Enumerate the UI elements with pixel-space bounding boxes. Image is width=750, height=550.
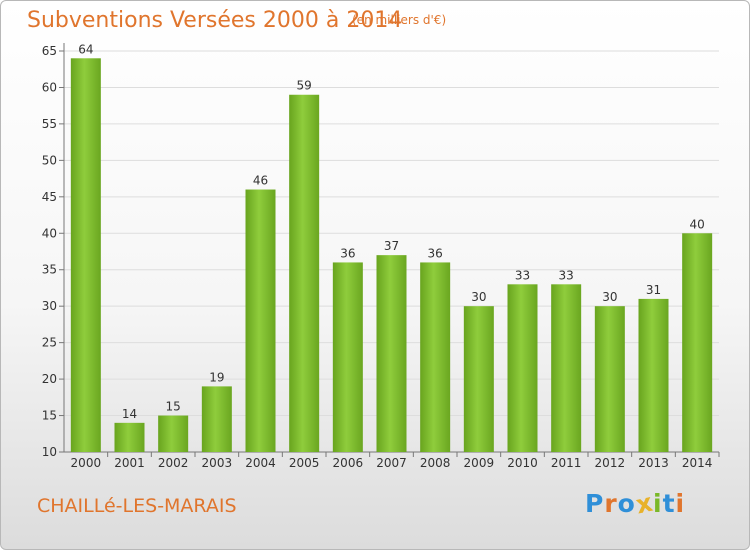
logo-letter: P [585, 489, 605, 518]
bar-2007 [376, 255, 407, 452]
logo-letter: i [675, 489, 686, 518]
x-tick-label-2010: 2010 [507, 456, 538, 470]
y-tick-label: 60 [42, 80, 57, 94]
data-label-2005: 59 [297, 79, 312, 93]
y-tick-label: 30 [42, 299, 57, 313]
y-tick-label: 50 [42, 153, 57, 167]
y-tick-label: 10 [42, 445, 57, 459]
logo-letter: o [617, 489, 636, 518]
data-label-2006: 36 [340, 246, 355, 260]
bar-2013 [638, 298, 669, 452]
data-label-2011: 33 [559, 268, 574, 282]
y-tick-label: 55 [42, 117, 57, 131]
y-tick-label: 40 [42, 226, 57, 240]
logo-letter: i [653, 489, 663, 518]
logo-letter: r [604, 489, 618, 518]
bars: 64 14 15 19 46 59 36 37 36 30 33 33 30 31 40 [70, 42, 713, 453]
x-tick-label-2012: 2012 [595, 456, 626, 470]
data-label-2004: 46 [253, 174, 268, 188]
bar-2010 [507, 284, 538, 452]
x-tick-label-2001: 2001 [114, 456, 145, 470]
chart-title: Subventions Versées 2000 à 2014 [27, 8, 403, 33]
x-tick-label-2014: 2014 [682, 456, 713, 470]
bar-2009 [463, 306, 494, 452]
data-label-2012: 30 [602, 290, 617, 304]
x-tick-label-2013: 2013 [638, 456, 669, 470]
x-tick-label-2009: 2009 [464, 456, 495, 470]
data-label-2002: 15 [166, 400, 181, 414]
x-tick-label-2008: 2008 [420, 456, 451, 470]
x-tick-label-2002: 2002 [158, 456, 189, 470]
x-tick-label-2005: 2005 [289, 456, 320, 470]
data-label-2009: 30 [471, 290, 486, 304]
bar-2005 [289, 94, 320, 452]
x-tick-label-2003: 2003 [202, 456, 233, 470]
bar-2000 [70, 58, 101, 453]
bar-2008 [420, 262, 451, 452]
logo-letter: t [662, 489, 676, 518]
bar-2006 [332, 262, 363, 452]
proxiti-logo: Proxiti [585, 488, 686, 520]
y-tick-label: 20 [42, 372, 57, 386]
bar-2012 [594, 306, 625, 452]
bar-2002 [158, 415, 189, 452]
bar-2001 [114, 422, 145, 452]
y-tick-label: 45 [42, 190, 57, 204]
bar-2003 [201, 386, 232, 452]
chart-subtitle: (en milliers d'€) [352, 13, 447, 27]
data-label-2008: 36 [428, 246, 443, 260]
data-label-2001: 14 [122, 407, 137, 421]
y-tick-label: 35 [42, 263, 57, 277]
x-tick-label-2011: 2011 [551, 456, 582, 470]
y-tick-label: 65 [42, 44, 57, 58]
x-tick-label-2004: 2004 [245, 456, 276, 470]
y-tick-label: 15 [42, 409, 57, 423]
data-label-2003: 19 [209, 370, 224, 384]
data-label-2010: 33 [515, 268, 530, 282]
x-tick-label-2007: 2007 [376, 456, 407, 470]
data-label-2013: 31 [646, 283, 661, 297]
x-tick-label-2000: 2000 [71, 456, 102, 470]
data-label-2014: 40 [690, 217, 705, 231]
bar-2014 [682, 233, 713, 452]
y-tick-label: 25 [42, 336, 57, 350]
x-tick-label-2006: 2006 [333, 456, 364, 470]
data-label-2007: 37 [384, 239, 399, 253]
bar-2004 [245, 189, 276, 452]
data-label-2000: 64 [78, 42, 93, 56]
bar-2011 [551, 284, 582, 452]
commune-name: CHAILLé-LES-MARAIS [37, 495, 237, 517]
